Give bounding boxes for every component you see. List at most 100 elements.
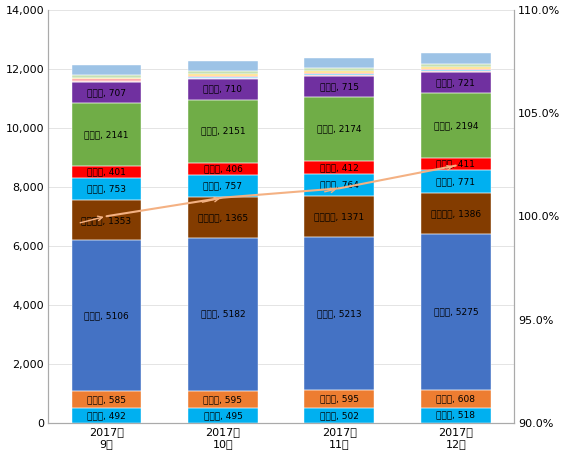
Bar bbox=[421, 170, 491, 193]
Bar bbox=[188, 238, 258, 391]
Bar bbox=[72, 103, 142, 167]
Bar bbox=[188, 79, 258, 100]
Text: 埼玉県, 492: 埼玉県, 492 bbox=[87, 411, 126, 420]
Bar bbox=[72, 240, 142, 391]
Text: 京都府, 406: 京都府, 406 bbox=[204, 165, 242, 173]
Bar bbox=[188, 163, 258, 175]
Bar bbox=[188, 74, 258, 76]
Bar bbox=[421, 69, 491, 70]
Bar bbox=[72, 167, 142, 178]
Bar bbox=[421, 170, 491, 193]
Bar bbox=[188, 61, 258, 71]
Bar bbox=[188, 77, 258, 78]
Text: 東京都, 5275: 東京都, 5275 bbox=[434, 307, 478, 316]
Bar bbox=[72, 80, 142, 81]
Bar bbox=[305, 71, 374, 73]
Bar bbox=[305, 390, 374, 408]
Bar bbox=[72, 103, 142, 167]
Bar bbox=[305, 74, 374, 75]
Bar bbox=[421, 53, 491, 64]
Bar bbox=[305, 58, 374, 68]
Bar bbox=[188, 71, 258, 74]
Bar bbox=[188, 77, 258, 78]
Bar bbox=[188, 408, 258, 423]
Bar bbox=[188, 391, 258, 408]
Bar bbox=[421, 53, 491, 64]
Bar bbox=[305, 408, 374, 423]
Text: 東京都, 5182: 東京都, 5182 bbox=[201, 310, 245, 318]
Bar bbox=[305, 97, 374, 162]
Bar bbox=[421, 72, 491, 93]
Bar bbox=[421, 69, 491, 70]
Text: 愛知県, 764: 愛知県, 764 bbox=[320, 180, 359, 189]
Bar bbox=[72, 391, 142, 408]
Bar bbox=[72, 81, 142, 82]
Text: 神奈川県, 1365: 神奈川県, 1365 bbox=[198, 213, 248, 222]
Bar bbox=[421, 193, 491, 234]
Bar bbox=[305, 97, 374, 162]
Text: 愛知県, 771: 愛知県, 771 bbox=[436, 177, 475, 186]
Bar bbox=[72, 82, 142, 103]
Bar bbox=[305, 73, 374, 74]
Bar bbox=[72, 65, 142, 75]
Bar bbox=[72, 178, 142, 200]
Bar bbox=[188, 391, 258, 408]
Bar bbox=[305, 408, 374, 423]
Bar bbox=[305, 173, 374, 196]
Bar bbox=[421, 389, 491, 408]
Text: 千葉県, 608: 千葉県, 608 bbox=[436, 394, 475, 403]
Text: 大阪府, 2194: 大阪府, 2194 bbox=[434, 121, 478, 130]
Bar bbox=[421, 234, 491, 389]
Bar bbox=[188, 163, 258, 175]
Text: 東京都, 5106: 東京都, 5106 bbox=[84, 311, 129, 320]
Text: 愛知県, 757: 愛知県, 757 bbox=[204, 182, 242, 191]
Bar bbox=[188, 79, 258, 100]
Text: 千葉県, 595: 千葉県, 595 bbox=[320, 395, 359, 404]
Text: 大阪府, 2141: 大阪府, 2141 bbox=[84, 130, 129, 139]
Bar bbox=[72, 75, 142, 78]
Bar bbox=[72, 78, 142, 80]
Text: 愛知県, 753: 愛知県, 753 bbox=[87, 185, 126, 194]
Bar bbox=[421, 408, 491, 423]
Bar bbox=[188, 197, 258, 238]
Bar bbox=[305, 162, 374, 173]
Bar bbox=[188, 197, 258, 238]
Bar bbox=[72, 80, 142, 81]
Bar bbox=[72, 178, 142, 200]
Bar bbox=[305, 162, 374, 173]
Bar bbox=[421, 70, 491, 71]
Bar bbox=[421, 408, 491, 423]
Bar bbox=[72, 408, 142, 423]
Bar bbox=[305, 173, 374, 196]
Text: 兵庫県, 721: 兵庫県, 721 bbox=[436, 78, 475, 87]
Bar bbox=[188, 76, 258, 77]
Bar bbox=[305, 75, 374, 76]
Text: 京都府, 412: 京都府, 412 bbox=[320, 163, 359, 172]
Text: 東京都, 5213: 東京都, 5213 bbox=[317, 309, 362, 318]
Text: 京都府, 411: 京都府, 411 bbox=[436, 160, 475, 169]
Bar bbox=[421, 158, 491, 170]
Text: 兵庫県, 710: 兵庫県, 710 bbox=[204, 85, 242, 94]
Text: 神奈川県, 1386: 神奈川県, 1386 bbox=[431, 209, 481, 218]
Bar bbox=[421, 67, 491, 69]
Bar bbox=[72, 200, 142, 240]
Bar bbox=[72, 75, 142, 78]
Bar bbox=[188, 238, 258, 391]
Bar bbox=[421, 64, 491, 67]
Bar bbox=[305, 71, 374, 73]
Text: 埼玉県, 502: 埼玉県, 502 bbox=[320, 411, 359, 420]
Bar bbox=[421, 234, 491, 389]
Bar bbox=[305, 68, 374, 71]
Bar bbox=[188, 100, 258, 163]
Bar bbox=[188, 74, 258, 76]
Text: 千葉県, 585: 千葉県, 585 bbox=[87, 395, 126, 404]
Bar bbox=[421, 70, 491, 71]
Text: 神奈川県, 1353: 神奈川県, 1353 bbox=[82, 216, 132, 225]
Bar bbox=[305, 76, 374, 97]
Text: 千葉県, 595: 千葉県, 595 bbox=[204, 395, 242, 404]
Bar bbox=[421, 158, 491, 170]
Bar bbox=[188, 100, 258, 163]
Text: 埼玉県, 495: 埼玉県, 495 bbox=[204, 411, 242, 420]
Text: 兵庫県, 707: 兵庫県, 707 bbox=[87, 88, 126, 97]
Text: 大阪府, 2174: 大阪府, 2174 bbox=[317, 125, 362, 134]
